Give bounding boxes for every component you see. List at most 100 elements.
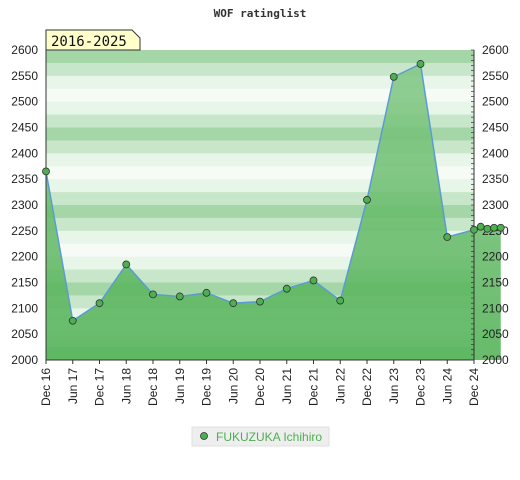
plot-band <box>46 269 474 277</box>
plot-band <box>46 282 474 290</box>
x-tick-label: Dec 16 <box>39 368 53 406</box>
plot-band <box>46 140 474 148</box>
data-point[interactable] <box>416 60 425 68</box>
plot-band <box>46 256 474 264</box>
x-tick-label: Jun 23 <box>387 368 401 404</box>
y-tick-label-left: 2500 <box>11 95 38 109</box>
data-point[interactable] <box>122 260 131 269</box>
y-tick-label-right: 2500 <box>482 95 509 109</box>
y-tick-label-right: 2050 <box>482 327 509 341</box>
data-point[interactable] <box>443 233 452 241</box>
x-tick-label: Dec 21 <box>307 368 321 406</box>
x-tick-label: Jun 22 <box>333 368 347 404</box>
data-point[interactable] <box>490 223 498 232</box>
period-badge: 2016-2025 <box>45 29 141 51</box>
data-point[interactable] <box>202 288 211 297</box>
y-tick-label-left: 2350 <box>11 172 38 186</box>
plot-band <box>46 56 474 64</box>
x-axis: Dec 16 Jun 17 Dec 17 Jun 18 Dec 18 Jun 19 Dec … <box>39 360 481 406</box>
legend-series-label: FUKUZUKA Ichihiro <box>216 430 322 444</box>
y-axis-left: 2000 2050 2100 2150 2200 2250 2300 2350 2400 2450… <box>11 43 38 367</box>
legend-marker <box>200 432 208 440</box>
series-points <box>42 60 505 325</box>
y-tick-label-right: 2600 <box>482 43 509 57</box>
data-point[interactable] <box>483 224 492 233</box>
data-point[interactable] <box>309 276 318 285</box>
plot-band <box>46 127 474 135</box>
y-tick-label-right: 2000 <box>482 353 509 367</box>
plot-band <box>46 211 474 219</box>
x-tick-label: Dec 23 <box>414 368 428 406</box>
plot-band <box>46 263 474 271</box>
data-point[interactable] <box>470 225 478 234</box>
plot-band <box>46 69 474 77</box>
data-point[interactable] <box>476 222 485 231</box>
legend[interactable]: FUKUZUKA Ichihiro <box>191 426 330 447</box>
chart-title: WOF ratinglist <box>214 7 307 20</box>
plot-band <box>46 185 474 193</box>
data-point[interactable] <box>42 167 50 176</box>
y-tick-label-left: 2250 <box>11 224 38 238</box>
x-tick-label: Dec 19 <box>200 368 214 406</box>
plot-band <box>46 121 474 128</box>
plot-band <box>46 146 474 154</box>
x-tick-label: Dec 18 <box>146 368 160 406</box>
data-point[interactable] <box>175 292 184 301</box>
data-point[interactable] <box>496 223 505 232</box>
plot-band <box>46 95 474 103</box>
plot-band <box>46 50 474 57</box>
plot-band <box>46 62 474 70</box>
plot-band <box>46 153 474 161</box>
series-area <box>46 63 501 360</box>
plot-band <box>46 114 474 122</box>
plot-band <box>46 192 474 200</box>
y-tick-label-left: 2600 <box>11 43 38 57</box>
plot-band <box>46 179 474 187</box>
plot-band <box>46 205 474 212</box>
y-tick-label-right: 2550 <box>482 69 509 83</box>
plot-band <box>46 82 474 90</box>
period-badge-label: 2016-2025 <box>51 34 127 50</box>
plot-band <box>46 88 474 96</box>
data-point[interactable] <box>95 299 104 308</box>
x-tick-label: Dec 24 <box>467 368 481 406</box>
data-point[interactable] <box>282 284 291 293</box>
y-tick-label-right: 2100 <box>482 301 509 315</box>
y-tick-label-left: 2200 <box>11 250 38 264</box>
x-tick-label: Jun 24 <box>440 368 454 404</box>
data-point[interactable] <box>256 297 264 306</box>
data-point[interactable] <box>389 72 398 81</box>
y-tick-label-right: 2150 <box>482 276 509 290</box>
y-tick-label-left: 2550 <box>11 69 38 83</box>
plot-band <box>46 101 474 109</box>
data-point[interactable] <box>336 296 345 305</box>
x-tick-label: Jun 19 <box>173 368 187 404</box>
data-point[interactable] <box>149 290 157 299</box>
y-tick-label-right: 2200 <box>482 250 509 264</box>
x-tick-label: Jun 17 <box>66 368 80 404</box>
y-tick-label-left: 2000 <box>11 353 38 367</box>
x-tick-label: Dec 20 <box>253 368 267 406</box>
plot-band <box>46 276 474 283</box>
x-tick-label: Dec 22 <box>360 368 374 406</box>
plot-band <box>46 133 474 141</box>
y-tick-label-left: 2300 <box>11 198 38 212</box>
y-tick-label-left: 2150 <box>11 276 38 290</box>
data-point[interactable] <box>229 299 238 308</box>
plot-band <box>46 217 474 225</box>
plot-band <box>46 75 474 83</box>
y-tick-label-left: 2400 <box>11 146 38 160</box>
plot-band <box>46 288 474 296</box>
y-tick-label-right: 2450 <box>482 121 509 135</box>
y-tick-label-right: 2400 <box>482 146 509 160</box>
plot-band <box>46 224 474 232</box>
data-point[interactable] <box>68 316 77 325</box>
y-tick-label-right: 2300 <box>482 198 509 212</box>
y-tick-label-left: 2050 <box>11 327 38 341</box>
x-tick-label: Jun 18 <box>119 368 133 404</box>
y-tick-label-left: 2450 <box>11 121 38 135</box>
data-point[interactable] <box>363 195 371 204</box>
plot-band <box>46 250 474 258</box>
y-tick-label-right: 2350 <box>482 172 509 186</box>
